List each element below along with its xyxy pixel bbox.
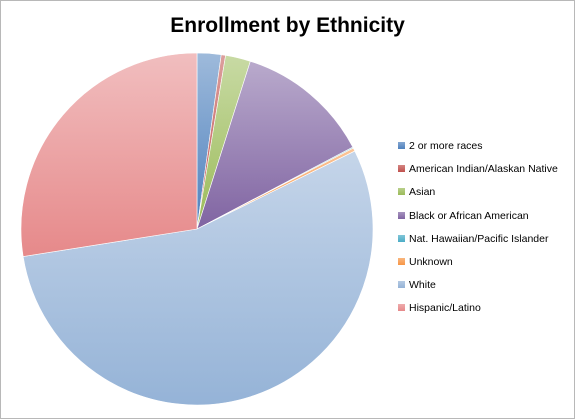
legend-label: Nat. Hawaiian/Pacific Islander [409, 232, 549, 245]
legend-label: American Indian/Alaskan Native [409, 163, 558, 176]
chart-title: Enrollment by Ethnicity [170, 14, 405, 37]
legend-swatch [398, 165, 405, 173]
legend-label: Asian [409, 186, 436, 199]
legend-swatch [398, 142, 405, 149]
legend-swatch [398, 281, 405, 289]
pie-slice-black-or-african-american [196, 60, 354, 230]
legend-swatch [398, 211, 405, 219]
legend-label: Unknown [409, 256, 453, 268]
legend-label: Black or African American [409, 209, 529, 222]
pie-slices [20, 52, 374, 406]
pie-slice-hispanic-latino [20, 52, 198, 257]
legend-swatch [398, 234, 405, 242]
legend-label: White [409, 279, 436, 292]
legend-swatch [398, 258, 405, 265]
legend-label: Hispanic/Latino [409, 302, 481, 315]
legend-swatch [398, 188, 405, 196]
legend-swatch [398, 304, 405, 312]
pie-slice-white [22, 150, 374, 406]
legend-label: 2 or more races [409, 140, 483, 152]
